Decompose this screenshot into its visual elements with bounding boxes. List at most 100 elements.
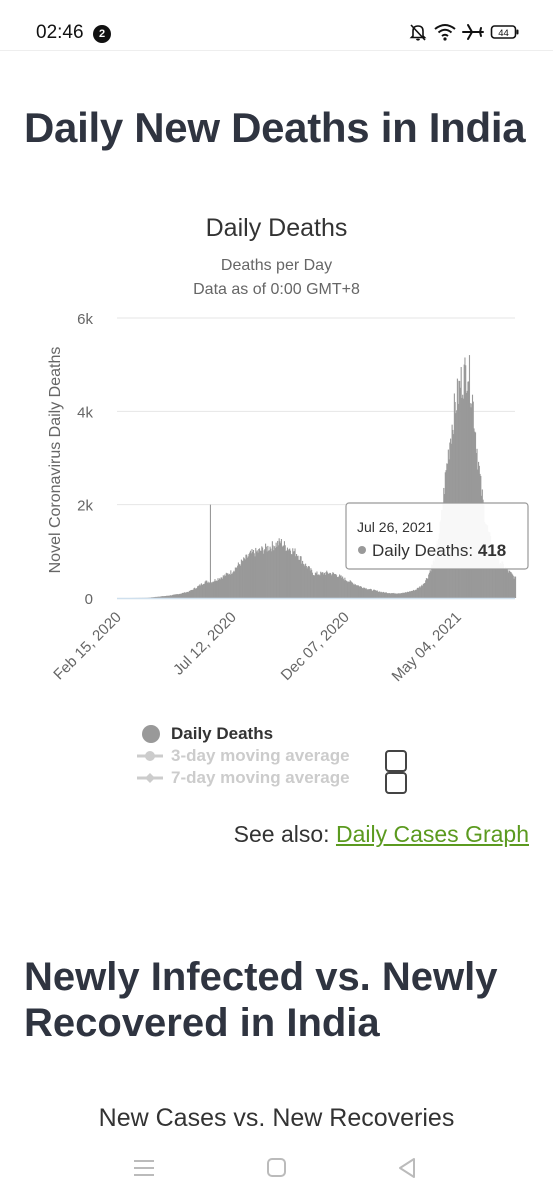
chart-bar [264,549,266,598]
chart-bar [174,594,176,598]
chart-bar [492,546,494,598]
chart-bar [314,572,316,598]
chart-bar [306,568,308,598]
chart-bar [490,546,492,598]
chart-bar [317,574,319,598]
chart-bar [176,594,178,598]
chart-bar [281,546,283,598]
chart-bar [329,572,331,598]
chart-bar [258,548,260,598]
chart-bar [422,586,424,598]
checkbox-7-day-average[interactable] [385,772,407,794]
chart-bar [458,380,460,598]
chart-bar [327,573,329,598]
chart-bar [173,594,175,598]
chart-title: Daily Deaths [205,214,348,242]
chart-bar [467,381,469,598]
chart-bar [503,568,505,598]
chart-bar [459,387,461,598]
chart-bar [339,575,341,598]
chart-bar [163,596,165,598]
chart-bar [460,367,462,598]
x-tick-label: Jul 12, 2020 [170,609,240,679]
chart-bar [255,551,258,598]
chart-bar [152,597,154,598]
chart-bar [409,591,411,598]
chart-bar [401,593,403,598]
chart-bar [349,580,351,598]
chart-bar [370,588,372,598]
x-axis-ticks: Feb 15, 2020 Jul 12, 2020 Dec 07, 2020 May … [50,609,465,685]
chart-bar [437,543,439,598]
chart-bar [295,556,297,598]
chart-bar [234,567,236,598]
see-also-text: See also: Daily Cases Graph [234,821,529,848]
chart-bar [408,591,410,598]
chart-bar [277,545,279,598]
chart-bar [154,597,156,598]
checkbox-3-day-average[interactable] [385,750,407,772]
daily-deaths-chart[interactable]: 0 2k 4k 6k Novel Coronavirus Daily Deaths F… [0,300,553,720]
chart-bar [371,590,373,598]
chart-bar [237,565,239,598]
chart-bar [262,553,264,598]
chart-bar [303,564,305,598]
back-icon[interactable] [396,1156,418,1180]
chart-bar [184,592,187,598]
chart-bar [322,572,324,598]
chart-bar [231,573,233,598]
chart-bar [501,561,503,598]
chart-bar [352,584,354,598]
chart-bar [170,595,172,598]
chart-bar [308,566,310,598]
chart-bar [207,581,209,598]
chart-bar [496,558,498,598]
chart-bar [350,581,352,598]
home-icon[interactable] [266,1157,288,1179]
chart-bar [317,574,319,598]
daily-cases-graph-link[interactable]: Daily Cases Graph [335,821,529,847]
chart-bar [246,557,249,598]
chart-bar [403,592,406,598]
chart-bar [299,559,301,598]
chart-bar [397,593,399,598]
chart-bar [194,588,196,598]
chart-bar [500,563,502,598]
chart-bar [385,592,387,598]
menu-icon[interactable] [133,1158,155,1178]
chart-bar [212,581,214,598]
notification-count-badge: 2 [93,25,111,43]
chart-bar [210,582,212,598]
chart-bar [280,539,282,598]
chart-bar [373,589,375,598]
chart-bar [187,592,190,598]
chart-bar [365,587,367,598]
legend-line-marker-icon [137,773,163,783]
chart-bar [286,550,288,598]
chart-bar [394,593,397,598]
chart-bar [376,590,378,598]
chart-bar [178,594,180,598]
chart-bar [212,581,215,598]
chart-bar [258,548,261,598]
chart-bar [266,551,268,598]
chart-bar [403,592,405,598]
chart-bar [421,584,423,598]
chart-bar [158,596,160,598]
chart-bar [320,571,322,598]
chart-bar [225,572,227,598]
chart-bar [273,550,275,598]
chart-bar [256,550,258,598]
chart-bar [181,592,184,598]
chart-bar [353,583,355,598]
chart-bar [202,584,204,598]
chart-bar [332,572,334,598]
chart-bar [429,570,431,598]
chart-bar [499,563,502,598]
chart-bar [366,589,369,598]
chart-bar [168,595,170,598]
chart-bar [406,592,408,598]
chart-bar [386,593,388,598]
chart-bar [508,572,510,598]
chart-bar [309,570,311,598]
